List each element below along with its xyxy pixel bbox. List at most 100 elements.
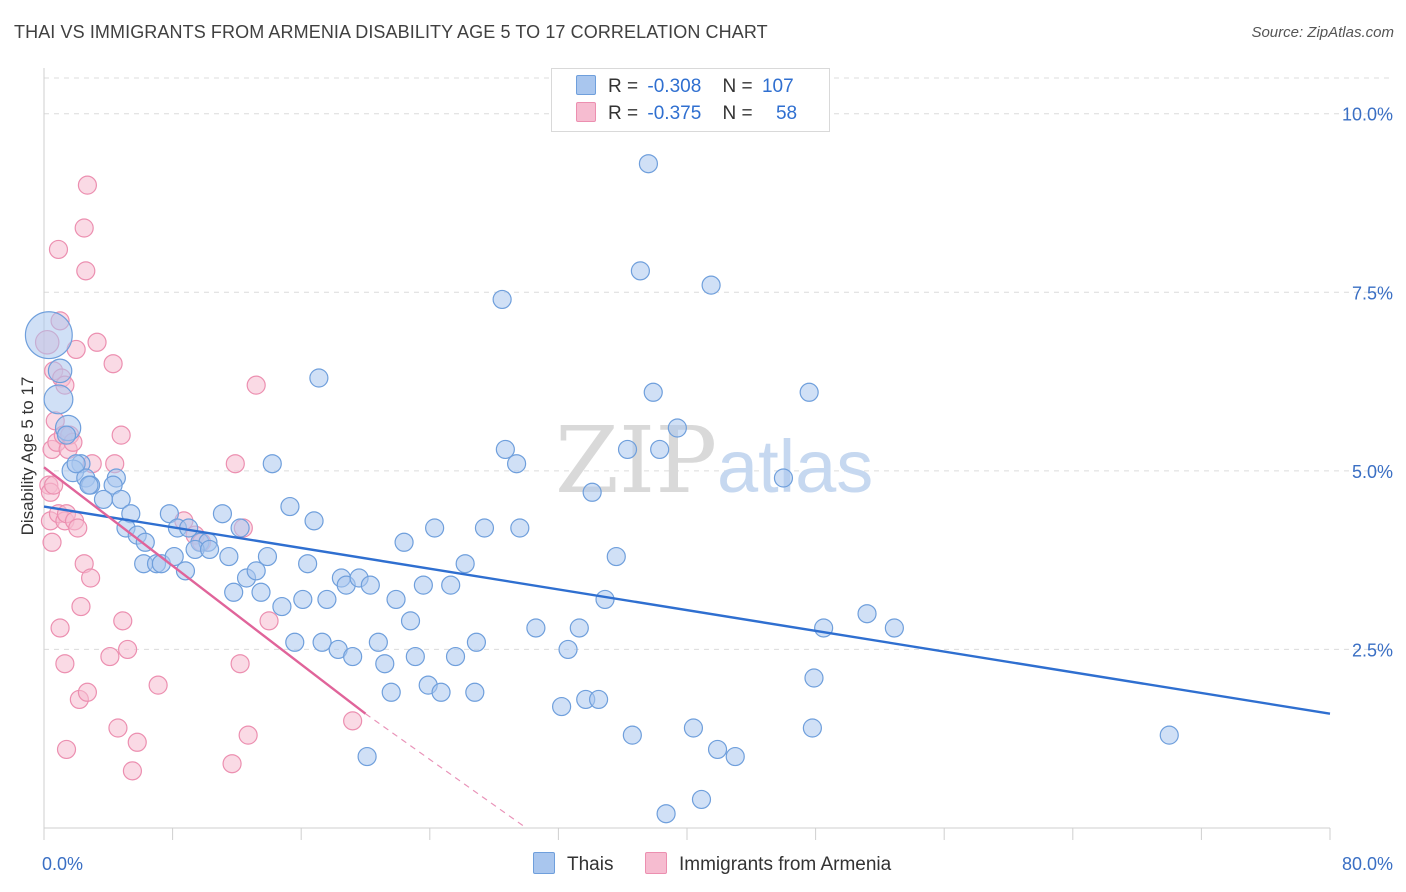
armenia-point [81, 568, 101, 588]
thais-point [79, 475, 99, 495]
thais-point [257, 546, 278, 567]
thais-point [707, 739, 728, 760]
thais-point [650, 439, 670, 460]
armenia-point [111, 425, 131, 445]
legend-n-label: N = [722, 76, 753, 97]
thais-point [582, 482, 602, 502]
thais-trend-line [43, 505, 1331, 715]
legend-r-label: R = [608, 76, 639, 97]
thais-point [224, 582, 244, 602]
thais-point [272, 596, 292, 617]
armenia-trend-extension [365, 713, 527, 829]
thais-point [510, 518, 530, 538]
thais-point [66, 454, 86, 474]
thais-point [691, 789, 712, 810]
thais-point [246, 561, 266, 581]
watermark-atlas: atlas [717, 425, 873, 508]
thais-point [368, 632, 388, 652]
thais-point [884, 618, 904, 638]
armenia-point [117, 639, 138, 660]
thais-point [381, 682, 401, 702]
thais-point [492, 289, 512, 310]
armenia-point [225, 454, 245, 474]
thais-point [251, 582, 271, 602]
armenia-point [113, 611, 133, 631]
bottom-legend-swatch-thais [533, 852, 555, 874]
armenia-point [108, 718, 128, 738]
stats-legend: R = -0.308 N = 107 R = -0.375 N = 58 [551, 68, 830, 132]
thais-point [630, 261, 650, 281]
legend-row-armenia: R = -0.375 N = 58 [576, 102, 797, 128]
thais-point [47, 358, 73, 384]
thais-point [199, 539, 220, 560]
armenia-point [56, 739, 77, 760]
bottom-legend-label-thais: Thais [567, 854, 614, 875]
y-tick-label: 7.5% [1352, 283, 1393, 303]
thais-point [617, 439, 638, 460]
thais-point [507, 454, 527, 474]
armenia-point [48, 239, 69, 260]
y-tick-label: 5.0% [1352, 462, 1393, 482]
thais-point [799, 382, 819, 402]
armenia-point [222, 754, 242, 774]
thais-point [656, 804, 676, 824]
thais-point [280, 496, 300, 517]
thais-point [400, 611, 421, 631]
thais-point [164, 546, 184, 567]
thais-point [93, 489, 114, 510]
armenia-point [68, 518, 88, 538]
y-tick-label: 10.0% [1342, 105, 1393, 125]
thais-point [638, 154, 659, 174]
armenia-point [76, 261, 96, 281]
legend-r-value-thais: -0.308 [647, 76, 702, 97]
x-tick-label-max: 80.0% [1342, 854, 1393, 874]
thais-point [386, 589, 406, 610]
thais-point [683, 718, 704, 738]
legend-r-value-armenia: -0.375 [647, 103, 702, 124]
chart-title: THAI VS IMMIGRANTS FROM ARMENIA DISABILI… [14, 22, 768, 42]
thais-point [285, 632, 305, 652]
armenia-point [87, 332, 107, 352]
thais-point [552, 696, 572, 717]
thais-point [445, 646, 466, 667]
legend-n-label: N = [722, 103, 753, 124]
thais-point [606, 546, 626, 567]
armenia-point [122, 761, 143, 781]
thais-point [413, 575, 433, 595]
thais-point [588, 689, 609, 710]
y-tick-label: 2.5% [1352, 640, 1393, 660]
armenia-point [259, 611, 279, 631]
armenia-point [230, 654, 250, 674]
thais-point [667, 418, 687, 438]
thais-point [466, 632, 487, 652]
armenia-point [148, 675, 168, 695]
thais-point [558, 639, 578, 660]
armenia-point [55, 654, 75, 674]
thais-point [773, 468, 794, 488]
x-tick-label-min: 0.0% [42, 854, 83, 874]
thais-point [159, 504, 179, 524]
armenia-trend-line [43, 466, 367, 715]
armenia-point [71, 596, 91, 617]
thais-point [43, 384, 74, 415]
thais-point [230, 518, 250, 538]
grid-layer [44, 77, 1392, 650]
thais-point [103, 475, 123, 495]
trend-layer [43, 466, 1331, 829]
thais-point [701, 275, 721, 295]
thais-point [804, 668, 824, 688]
thais-point [465, 682, 485, 702]
legend-swatch-thais [576, 75, 596, 95]
armenia-point [74, 218, 94, 238]
thais-point [111, 489, 131, 510]
thais-point [56, 425, 77, 445]
armenia-point [100, 646, 120, 667]
thais-point [293, 589, 313, 610]
armenia-point [238, 725, 258, 745]
legend-r-label: R = [608, 103, 639, 124]
armenia-point [42, 532, 62, 552]
thais-point [24, 311, 73, 360]
armenia-point [343, 711, 363, 731]
thais-point [219, 546, 239, 567]
